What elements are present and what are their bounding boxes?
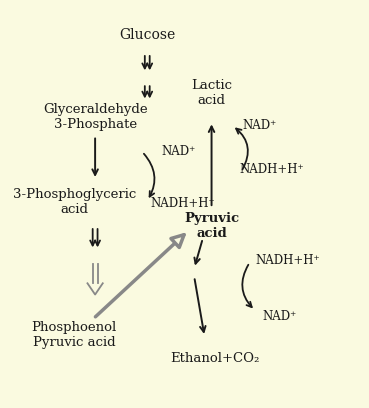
Text: Glucose: Glucose <box>119 28 175 42</box>
Text: 3-Phosphoglyceric
acid: 3-Phosphoglyceric acid <box>13 188 136 216</box>
Text: Pyruvic
acid: Pyruvic acid <box>184 212 239 240</box>
Text: Phosphoenol
Pyruvic acid: Phosphoenol Pyruvic acid <box>32 321 117 349</box>
Text: NAD⁺: NAD⁺ <box>262 310 296 323</box>
Text: NADH+H⁺: NADH+H⁺ <box>239 163 304 176</box>
Text: NADH+H⁺: NADH+H⁺ <box>151 197 215 211</box>
Text: Ethanol+CO₂: Ethanol+CO₂ <box>170 353 260 366</box>
Text: Lactic
acid: Lactic acid <box>191 79 232 107</box>
Text: NAD⁺: NAD⁺ <box>243 119 277 132</box>
Text: NAD⁺: NAD⁺ <box>161 145 196 158</box>
Text: Glyceraldehyde
3-Phosphate: Glyceraldehyde 3-Phosphate <box>43 104 148 131</box>
Text: NADH+H⁺: NADH+H⁺ <box>255 254 320 267</box>
